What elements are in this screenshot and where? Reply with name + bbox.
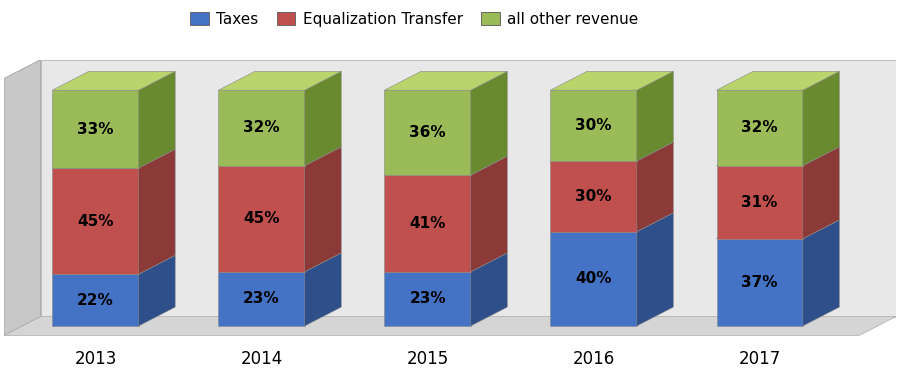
Polygon shape: [551, 142, 673, 161]
Polygon shape: [139, 149, 176, 274]
Polygon shape: [551, 71, 673, 90]
Polygon shape: [384, 156, 508, 175]
Polygon shape: [219, 90, 305, 166]
Text: 37%: 37%: [742, 275, 778, 290]
Text: 45%: 45%: [243, 211, 280, 226]
Text: 41%: 41%: [410, 216, 446, 231]
Polygon shape: [551, 161, 637, 232]
Polygon shape: [384, 175, 471, 272]
Polygon shape: [471, 156, 508, 272]
Polygon shape: [40, 60, 896, 317]
Polygon shape: [637, 142, 673, 232]
Polygon shape: [219, 147, 341, 166]
Text: 32%: 32%: [243, 121, 280, 135]
Text: 36%: 36%: [410, 125, 446, 140]
Text: 32%: 32%: [742, 121, 778, 135]
Polygon shape: [716, 239, 803, 326]
Polygon shape: [637, 71, 673, 161]
Text: 30%: 30%: [575, 118, 612, 133]
Legend: Taxes, Equalization Transfer, all other revenue: Taxes, Equalization Transfer, all other …: [184, 6, 644, 33]
Polygon shape: [305, 71, 341, 166]
Polygon shape: [52, 168, 139, 274]
Polygon shape: [52, 90, 139, 168]
Polygon shape: [384, 90, 471, 175]
Polygon shape: [305, 253, 341, 326]
Polygon shape: [551, 90, 637, 161]
Text: 40%: 40%: [575, 271, 612, 286]
Polygon shape: [219, 166, 305, 272]
Polygon shape: [716, 71, 840, 90]
Polygon shape: [384, 272, 471, 326]
Polygon shape: [803, 220, 840, 326]
Polygon shape: [716, 220, 840, 239]
Polygon shape: [139, 71, 176, 168]
Polygon shape: [52, 274, 139, 326]
Polygon shape: [637, 213, 673, 326]
Polygon shape: [716, 166, 803, 239]
Polygon shape: [551, 213, 673, 232]
Text: 23%: 23%: [243, 291, 280, 307]
Polygon shape: [716, 90, 803, 166]
Polygon shape: [384, 253, 508, 272]
Polygon shape: [803, 147, 840, 239]
Polygon shape: [716, 147, 840, 166]
Polygon shape: [384, 71, 508, 90]
Polygon shape: [219, 253, 341, 272]
Polygon shape: [471, 71, 508, 175]
Text: 33%: 33%: [77, 122, 113, 137]
Text: 30%: 30%: [575, 189, 612, 204]
Polygon shape: [471, 253, 508, 326]
Polygon shape: [52, 255, 176, 274]
Polygon shape: [139, 255, 176, 326]
Polygon shape: [803, 71, 840, 166]
Polygon shape: [219, 272, 305, 326]
Text: 31%: 31%: [742, 195, 778, 210]
Polygon shape: [52, 149, 176, 168]
Polygon shape: [305, 147, 341, 272]
Polygon shape: [551, 232, 637, 326]
Polygon shape: [219, 71, 341, 90]
Text: 45%: 45%: [77, 214, 113, 228]
Polygon shape: [52, 71, 176, 90]
Polygon shape: [4, 60, 40, 336]
Text: 23%: 23%: [410, 291, 446, 307]
Text: 22%: 22%: [77, 292, 114, 308]
Polygon shape: [4, 317, 896, 336]
